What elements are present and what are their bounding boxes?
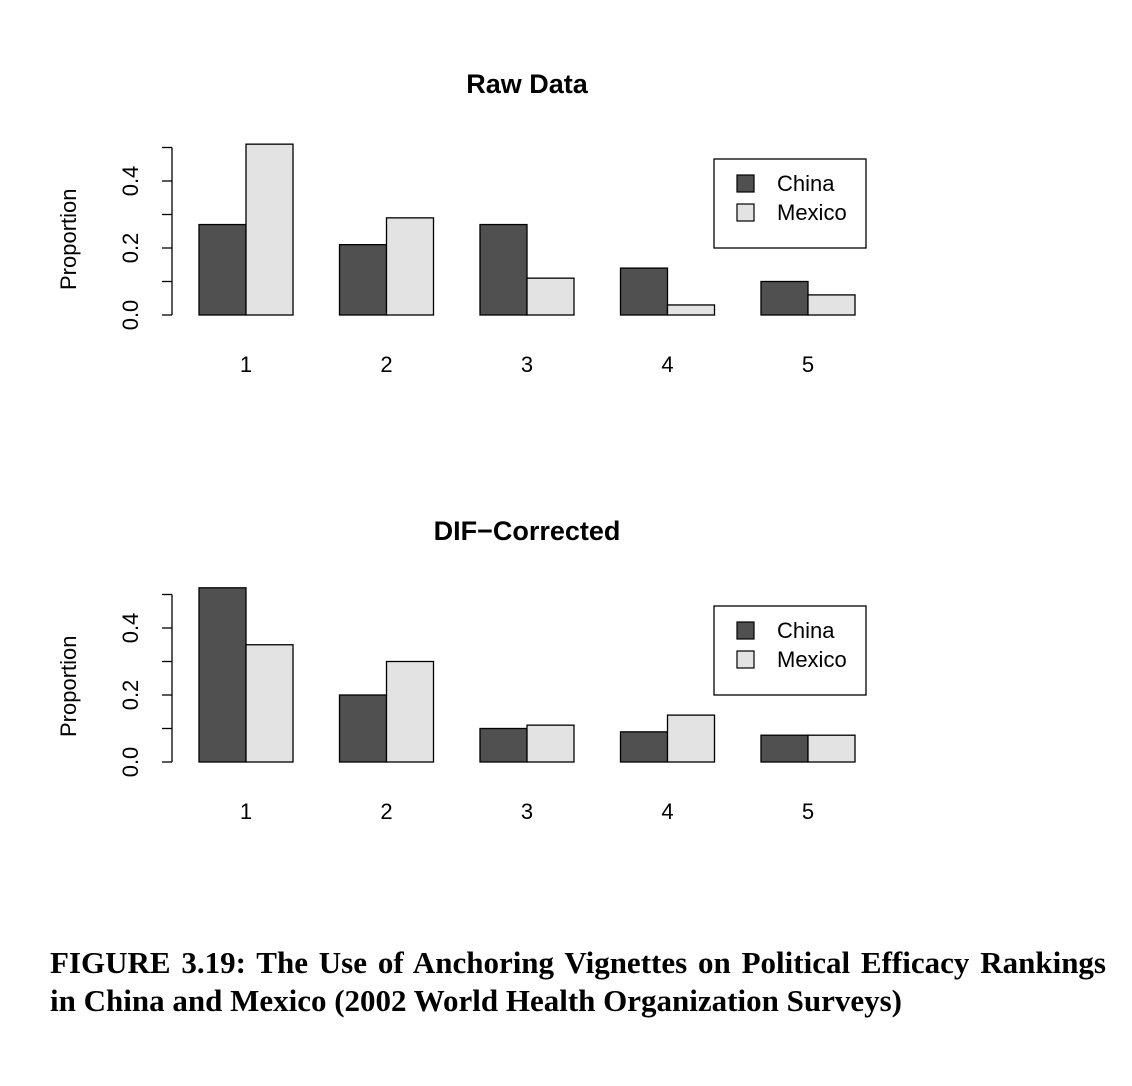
chart1-bar-mexico-5 xyxy=(807,294,856,316)
figure-panels: Raw Data 0.0 0.2 0.4 Proportion 1 2 3 4 5 China Mex… xyxy=(56,69,867,824)
chart1-bar-china-5 xyxy=(760,280,809,316)
chart1-bar-china-2 xyxy=(338,243,388,316)
chart1-bar-mexico-4 xyxy=(666,304,716,316)
chart2-y-tick-label: 0.2 xyxy=(118,680,143,711)
chart2-legend-label-china: China xyxy=(777,618,835,643)
chart1-x-tick-label: 1 xyxy=(240,352,252,377)
chart1-y-axis-label: Proportion xyxy=(56,188,81,290)
chart1-y-tick-label: 0.0 xyxy=(118,300,143,331)
chart2-bar-mexico-1 xyxy=(245,644,294,763)
chart1-title: Raw Data xyxy=(466,69,589,99)
chart1-bar-mexico-2 xyxy=(385,217,435,316)
figure-caption: FIGURE 3.19: The Use of Anchoring Vignet… xyxy=(50,945,1106,1018)
chart1-x-tick-label: 4 xyxy=(661,352,673,377)
chart2-y-tick-label: 0.4 xyxy=(118,613,143,644)
chart2-bar-mexico-2 xyxy=(385,660,435,763)
chart1-legend-swatch-china xyxy=(736,174,755,193)
chart2-bar-china-3 xyxy=(479,727,528,763)
chart1-x-tick-label: 3 xyxy=(521,352,533,377)
chart2-y-tick-label: 0.0 xyxy=(118,747,143,778)
chart1-legend-label-mexico: Mexico xyxy=(777,200,847,225)
chart2-x-tick-label: 1 xyxy=(240,799,252,824)
chart2-bar-china-5 xyxy=(760,734,809,763)
chart2-x-tick-label: 5 xyxy=(802,799,814,824)
chart1-bar-china-3 xyxy=(479,223,528,316)
chart1-x-tick-label: 2 xyxy=(380,352,392,377)
chart2-bar-china-1 xyxy=(198,587,247,763)
chart2-title: DIF−Corrected xyxy=(434,516,621,546)
chart2-bar-china-2 xyxy=(338,694,388,763)
chart1-legend-swatch-mexico xyxy=(736,203,755,222)
chart2-legend-swatch-china xyxy=(736,621,755,640)
chart2-bar-mexico-3 xyxy=(526,724,575,763)
chart1-bar-mexico-1 xyxy=(245,143,294,316)
chart2-x-tick-label: 4 xyxy=(661,799,673,824)
chart2-legend-swatch-mexico xyxy=(736,650,755,669)
chart2-bar-mexico-5 xyxy=(807,734,856,763)
chart1-y-tick-label: 0.4 xyxy=(118,166,143,197)
chart2-bar-china-4 xyxy=(619,731,669,763)
chart2-bar-mexico-4 xyxy=(666,714,716,763)
chart1-bar-china-1 xyxy=(198,223,247,316)
chart2-y-axis-label: Proportion xyxy=(56,635,81,737)
chart2-x-tick-label: 3 xyxy=(521,799,533,824)
chart1-legend xyxy=(713,158,867,249)
chart1-bar-mexico-3 xyxy=(526,277,575,316)
chart1-bar-china-4 xyxy=(619,267,669,316)
chart1-legend-label-china: China xyxy=(777,171,835,196)
chart1-y-tick-label: 0.2 xyxy=(118,233,143,264)
chart2-legend-label-mexico: Mexico xyxy=(777,647,847,672)
chart1-x-tick-label: 5 xyxy=(802,352,814,377)
chart2-x-tick-label: 2 xyxy=(380,799,392,824)
